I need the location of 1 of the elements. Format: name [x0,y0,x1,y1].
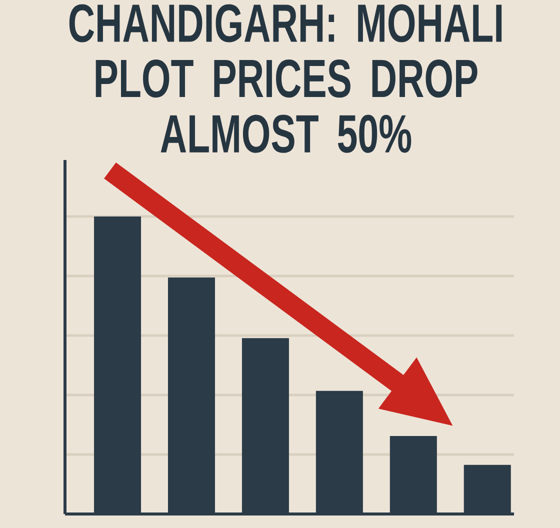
chart-title: CHANDIGARH: MOHALI PLOT PRICES DROP ALMOST 50% [69,4,502,153]
